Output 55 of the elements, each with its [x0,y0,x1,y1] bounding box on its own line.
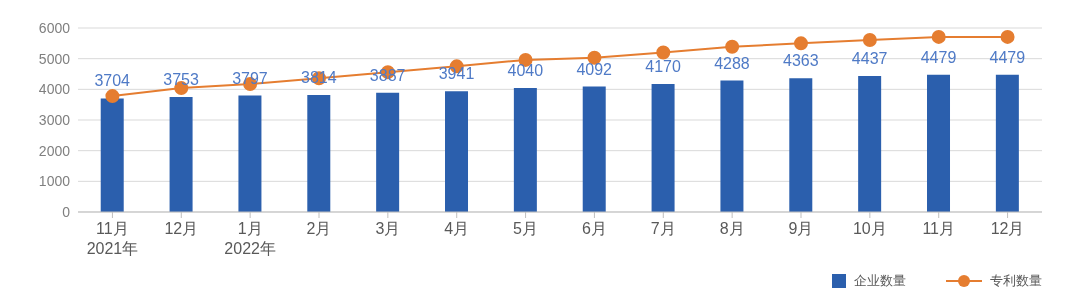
x-tick-label: 2月 [306,220,332,237]
data-label: 3704 [94,72,131,90]
bar [307,95,331,212]
x-tick-label: 9月 [788,220,814,237]
point [1000,29,1015,44]
bar [858,75,882,212]
point [862,32,877,47]
bar [651,84,675,212]
bar [513,88,537,212]
x-tick-label: 10月 [852,220,887,237]
data-label: 4170 [645,58,681,76]
bar [720,80,744,212]
legend-label: 专利数量 [990,272,1042,290]
point [931,29,946,44]
x-tick-label: 6月 [581,220,607,237]
bar [100,98,124,212]
data-label: 4363 [783,52,819,70]
bar [376,92,400,212]
data-label: 4479 [920,48,957,66]
x-tick-label: 11月 2021年 [86,220,139,257]
bar [582,86,606,212]
data-label: 4479 [989,48,1026,66]
x-tick-label: 11月 [922,220,956,237]
point [725,39,740,54]
x-tick-label: 1月 2022年 [224,220,276,257]
data-label: 3941 [438,65,475,83]
bar [445,91,469,212]
x-tick-label: 12月 [164,220,199,237]
y-tick-label: 4000 [38,81,71,98]
y-tick-label: 1000 [38,173,71,190]
y-tick-label: 2000 [38,142,71,159]
legend-label: 企业数量 [854,272,906,290]
x-tick-label: 3月 [375,220,401,237]
point [656,45,671,60]
data-label: 4437 [851,49,888,67]
data-label: 3753 [163,70,199,88]
bar [789,78,813,212]
data-label: 4092 [576,60,613,78]
point [105,89,120,104]
x-tick-label: 5月 [513,220,539,237]
y-tick-label: 5000 [38,50,71,67]
x-tick-label: 12月 [990,220,1025,237]
bar [927,74,951,212]
y-tick-label: 0 [62,203,71,220]
data-label: 4040 [507,62,544,80]
y-tick-label: 3000 [38,111,71,128]
y-tick-label: 6000 [38,19,71,36]
x-tick-label: 7月 [650,220,676,237]
bar [169,96,193,212]
bar [995,74,1019,212]
point [794,36,808,51]
x-tick-label: 8月 [719,220,745,237]
bar [238,95,262,212]
x-tick-label: 4月 [444,220,470,237]
data-label: 4288 [714,54,750,72]
